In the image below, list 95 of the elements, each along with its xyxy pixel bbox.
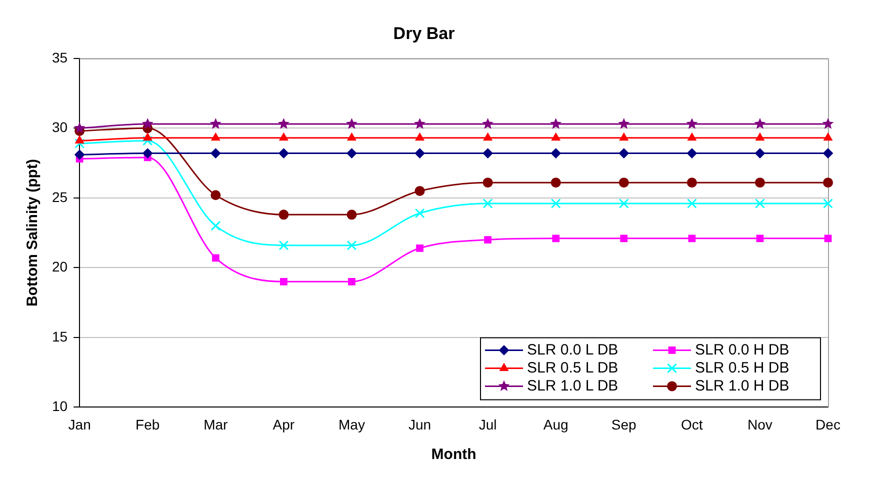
point bbox=[346, 148, 357, 158]
point bbox=[824, 234, 832, 242]
point bbox=[754, 178, 765, 188]
x-tick-label: Jul bbox=[478, 416, 497, 432]
point bbox=[686, 118, 698, 129]
point bbox=[482, 178, 493, 188]
x-tick-label: Jun bbox=[408, 416, 432, 432]
x-tick-label: Oct bbox=[681, 416, 703, 432]
x-tick-label: Sep bbox=[611, 416, 637, 432]
point bbox=[756, 234, 764, 242]
point bbox=[278, 148, 289, 158]
point bbox=[551, 132, 560, 141]
point bbox=[754, 118, 766, 129]
point bbox=[212, 254, 220, 262]
point bbox=[482, 118, 494, 129]
y-tick-label: 25 bbox=[52, 188, 68, 205]
point bbox=[484, 236, 492, 244]
point bbox=[754, 148, 765, 158]
point bbox=[618, 118, 630, 129]
x-tick-label: Nov bbox=[748, 416, 772, 432]
point bbox=[823, 148, 833, 158]
point bbox=[278, 240, 289, 250]
point bbox=[210, 118, 222, 129]
legend-label: SLR 1.0 L DB bbox=[527, 377, 618, 394]
point bbox=[414, 118, 426, 129]
point bbox=[483, 132, 492, 141]
point bbox=[143, 132, 152, 141]
point bbox=[416, 244, 424, 252]
point bbox=[619, 132, 628, 141]
y-tick-label: 10 bbox=[52, 398, 68, 414]
chart-title: Dry Bar bbox=[393, 24, 456, 43]
x-tick-label: Feb bbox=[136, 416, 160, 432]
point bbox=[210, 190, 221, 200]
point bbox=[74, 122, 86, 134]
point bbox=[618, 198, 629, 208]
point bbox=[346, 118, 358, 129]
point bbox=[278, 210, 289, 220]
point bbox=[482, 148, 493, 158]
x-tick-label: Mar bbox=[204, 416, 228, 432]
point bbox=[756, 132, 764, 141]
point bbox=[414, 208, 425, 218]
point bbox=[754, 198, 765, 208]
y-tick-label: 30 bbox=[52, 119, 68, 136]
point bbox=[211, 132, 220, 141]
point bbox=[279, 132, 288, 141]
y-axis-title: Bottom Salinity (ppt) bbox=[24, 159, 42, 307]
y-tick-label: 15 bbox=[52, 328, 68, 344]
point bbox=[688, 132, 696, 141]
point bbox=[823, 178, 833, 188]
point bbox=[278, 118, 290, 129]
point bbox=[280, 278, 288, 286]
point bbox=[210, 220, 221, 231]
point bbox=[346, 210, 357, 220]
point bbox=[415, 132, 424, 141]
point bbox=[414, 186, 425, 196]
point bbox=[550, 118, 562, 129]
x-tick-label: Jan bbox=[68, 416, 91, 432]
point bbox=[346, 240, 357, 250]
y-tick-label: 35 bbox=[52, 49, 68, 66]
x-tick-label: Apr bbox=[272, 416, 295, 432]
point bbox=[348, 278, 356, 286]
point bbox=[482, 198, 493, 208]
y-tick-label: 20 bbox=[52, 258, 68, 275]
point bbox=[618, 178, 629, 188]
x-axis-title: Month bbox=[431, 446, 476, 464]
x-tick-label: Aug bbox=[543, 416, 568, 432]
point bbox=[210, 148, 221, 158]
point bbox=[74, 138, 85, 148]
point bbox=[686, 198, 697, 208]
point bbox=[74, 150, 85, 160]
point bbox=[550, 198, 561, 208]
point bbox=[75, 136, 84, 144]
point bbox=[142, 148, 153, 158]
point bbox=[620, 234, 628, 242]
point bbox=[824, 132, 832, 141]
legend-label: SLR 0.5 L DB bbox=[527, 359, 618, 376]
point bbox=[552, 234, 560, 242]
point bbox=[823, 198, 833, 208]
point bbox=[142, 136, 153, 146]
point bbox=[688, 234, 696, 242]
x-tick-label: May bbox=[338, 416, 365, 432]
point bbox=[822, 118, 834, 129]
x-tick-label: Dec bbox=[816, 416, 840, 432]
point bbox=[414, 148, 425, 158]
legend-label: SLR 0.0 H DB bbox=[695, 341, 790, 358]
point bbox=[550, 148, 561, 158]
legend-label: SLR 1.0 H DB bbox=[695, 377, 790, 394]
point bbox=[618, 148, 629, 158]
point bbox=[142, 118, 154, 129]
point bbox=[550, 178, 561, 188]
point bbox=[347, 132, 356, 141]
point bbox=[686, 148, 697, 158]
legend-label: SLR 0.0 L DB bbox=[527, 341, 618, 358]
legend-label: SLR 0.5 H DB bbox=[695, 359, 790, 376]
point bbox=[686, 178, 697, 188]
